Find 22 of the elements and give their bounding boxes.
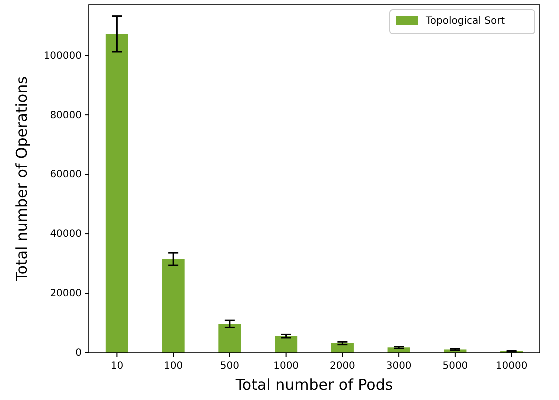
y-tick-label: 60000 xyxy=(50,170,82,181)
x-tick-label: 5000 xyxy=(442,361,468,372)
bar xyxy=(162,259,185,353)
y-tick-label: 0 xyxy=(76,348,82,360)
x-tick-label: 3000 xyxy=(386,361,412,372)
bar xyxy=(275,336,298,353)
x-tick-label: 10000 xyxy=(496,361,528,372)
y-tick-label: 20000 xyxy=(50,288,82,300)
y-tick-label: 80000 xyxy=(50,110,82,122)
y-tick-label: 100000 xyxy=(44,50,82,62)
y-tick-label: 40000 xyxy=(50,229,82,240)
x-tick-label: 500 xyxy=(220,361,240,372)
y-axis-title: Total number of Operations xyxy=(13,76,31,282)
x-tick-label: 2000 xyxy=(330,361,356,372)
bar xyxy=(331,343,354,353)
bar xyxy=(106,34,128,353)
x-axis-title: Total number of Pods xyxy=(234,376,394,394)
x-tick-label: 100 xyxy=(164,361,184,372)
x-tick-label: 10 xyxy=(110,361,124,372)
bar xyxy=(218,324,242,353)
x-tick-label: 1000 xyxy=(274,361,300,372)
legend-label: Topological Sort xyxy=(425,16,506,27)
